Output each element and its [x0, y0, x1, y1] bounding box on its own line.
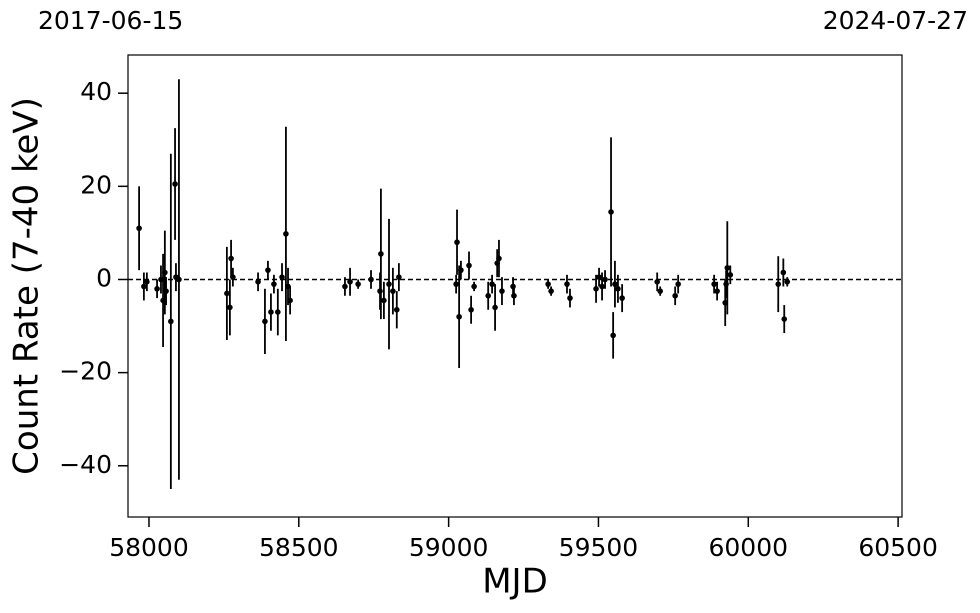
data-point [168, 318, 174, 325]
data-point [599, 283, 605, 290]
data-point [511, 292, 517, 299]
data-point [456, 313, 462, 320]
y-tick-label: −20 [59, 357, 112, 386]
data-point [468, 306, 474, 313]
data-point [163, 288, 169, 294]
data-point [386, 281, 392, 287]
data-point [615, 285, 621, 292]
x-tick-label: 59500 [559, 533, 639, 562]
x-tick-label: 58500 [259, 533, 339, 562]
x-tick-label: 58000 [109, 533, 189, 562]
data-point [227, 304, 233, 311]
data-point [545, 281, 551, 287]
y-axis-label: Count Rate (7-40 keV) [7, 97, 47, 475]
data-point [608, 209, 614, 215]
data-point [781, 316, 788, 322]
data-point [355, 281, 361, 287]
data-point [393, 306, 400, 313]
x-tick-label: 60500 [858, 533, 938, 562]
data-point [268, 309, 274, 315]
data-point [612, 281, 618, 287]
data-point [141, 283, 147, 290]
data-point [396, 274, 402, 280]
data-point [724, 265, 731, 271]
y-tick-label: 0 [96, 263, 112, 292]
data-point [381, 297, 387, 304]
data-point [136, 225, 142, 232]
data-point [230, 274, 236, 280]
data-point [368, 276, 374, 283]
data-point [454, 239, 460, 246]
data-point [262, 318, 268, 325]
data-point [154, 285, 160, 292]
data-point [657, 288, 663, 294]
x-tick-label: 60000 [709, 533, 789, 562]
data-point [672, 292, 678, 299]
data-point [466, 262, 472, 269]
data-point [228, 255, 234, 262]
data-point [610, 332, 616, 339]
data-point [347, 279, 353, 285]
data-point [453, 281, 459, 287]
y-tick-label: −40 [59, 450, 112, 479]
data-point [593, 285, 599, 292]
x-axis-label: MJD [482, 562, 548, 602]
data-point [390, 288, 396, 294]
data-point [378, 251, 384, 257]
data-point [675, 281, 681, 287]
data-point [275, 309, 281, 315]
data-point [727, 272, 734, 278]
data-point [714, 288, 720, 294]
data-point [342, 283, 348, 290]
y-tick-label: 40 [80, 77, 112, 106]
data-point [492, 304, 498, 311]
data-point [458, 267, 464, 273]
data-point [279, 274, 285, 280]
data-point [784, 279, 791, 285]
data-point [596, 274, 602, 280]
y-tick-label: 20 [80, 170, 112, 199]
data-point [271, 281, 277, 287]
data-point [567, 295, 573, 301]
data-point [172, 181, 178, 187]
start-date: 2017-06-15 [38, 6, 183, 35]
data-point [499, 288, 505, 294]
data-point [780, 269, 787, 276]
data-point [619, 295, 625, 301]
x-tick-label: 59000 [409, 533, 489, 562]
data-point [224, 290, 230, 297]
data-point [564, 281, 570, 287]
data-point [654, 279, 660, 285]
end-date: 2024-07-27 [823, 6, 968, 35]
data-point [255, 279, 261, 285]
data-point [265, 267, 271, 273]
data-point [287, 297, 293, 304]
data-point [775, 281, 782, 287]
data-point [485, 292, 491, 299]
data-point [602, 276, 608, 283]
plot-frame [127, 54, 903, 518]
data-point [548, 288, 554, 294]
data-point [173, 274, 179, 280]
data-point [711, 281, 717, 287]
data-point [471, 283, 477, 290]
data-point [162, 269, 168, 276]
data-point [496, 255, 502, 262]
data-point [144, 279, 150, 285]
data-point [283, 231, 289, 237]
data-point [489, 281, 495, 287]
